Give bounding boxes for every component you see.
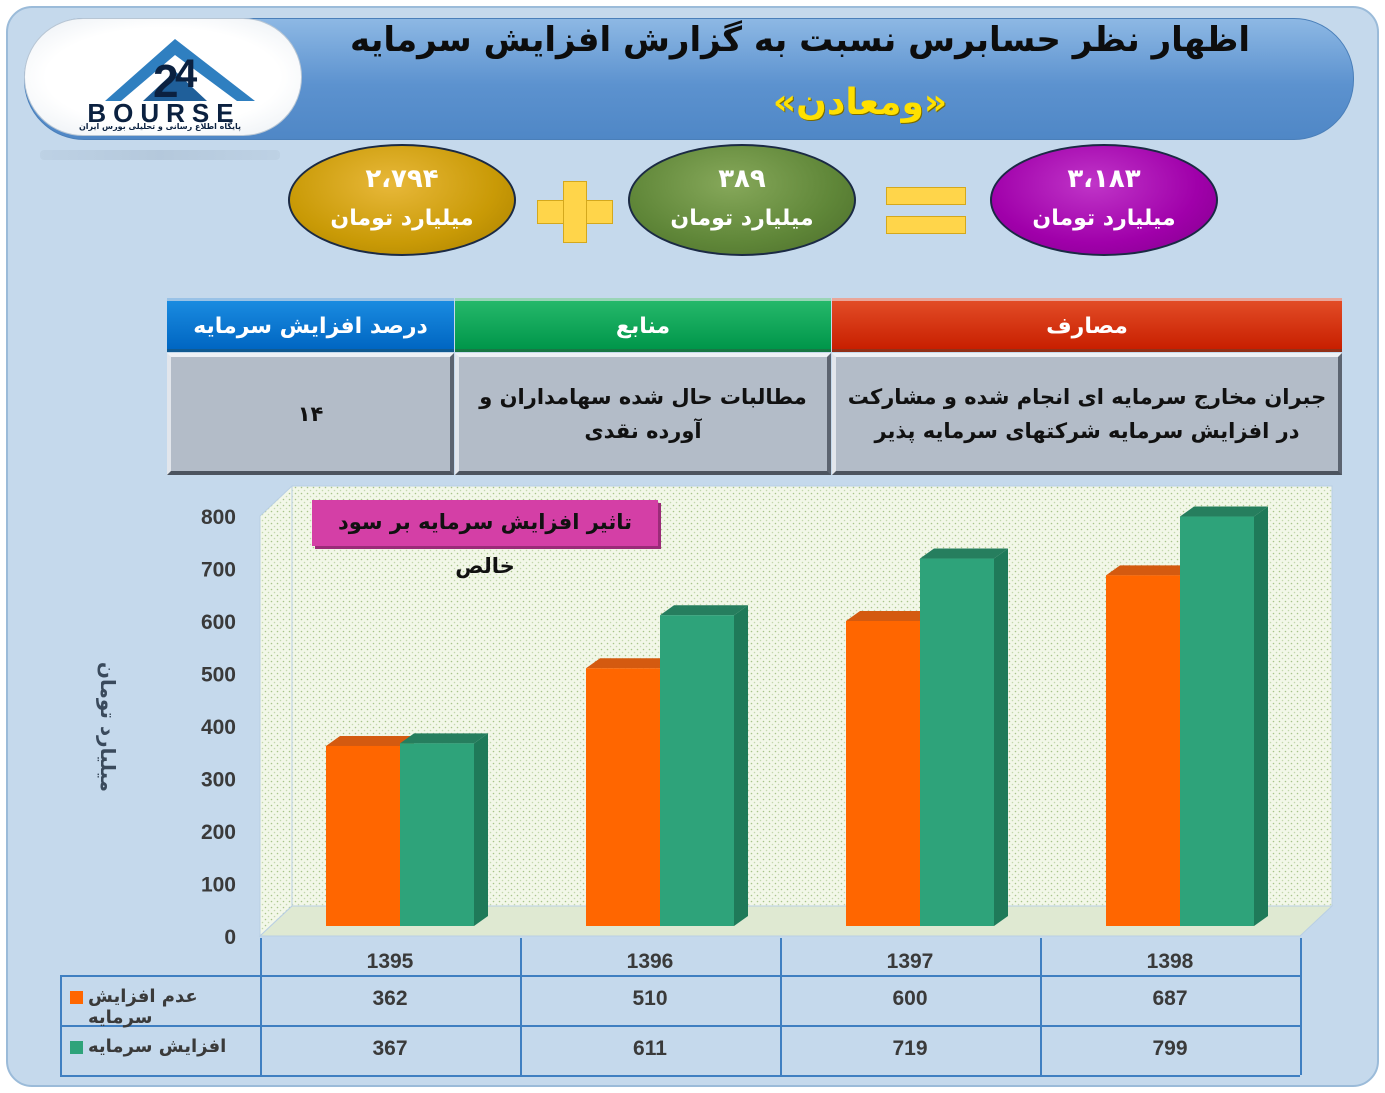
equals-icon-lower	[886, 216, 966, 234]
new-capital-unit: میلیارد تومان	[1032, 206, 1176, 231]
cell-percent: ۱۴	[167, 353, 454, 475]
prior-capital-value: ۲،۷۹۴	[365, 164, 439, 194]
x-tick-label: 1398	[1146, 950, 1194, 973]
ellipse-new-capital: ۳،۱۸۳ میلیارد تومان	[990, 144, 1218, 256]
logo-text: BOURSE	[87, 98, 241, 128]
logo: 2 4	[24, 18, 302, 136]
increase-value: ۳۸۹	[718, 164, 766, 194]
table-grid-line	[780, 938, 782, 1075]
x-tick-label: 1397	[886, 950, 934, 973]
table-value: 687	[1152, 987, 1188, 1010]
table-grid-line	[60, 975, 1300, 977]
svg-text:2: 2	[153, 55, 179, 107]
equals-icon	[886, 187, 966, 205]
table-grid-line	[1040, 938, 1042, 1075]
legend-label: افزایش سرمایه	[88, 1036, 227, 1057]
plus-icon-vertical	[563, 181, 587, 243]
table-grid-line	[60, 1075, 1300, 1077]
table-value: 611	[633, 1037, 667, 1060]
header-sources: منابع	[455, 298, 831, 352]
increase-unit: میلیارد تومان	[670, 206, 814, 231]
ellipse-increase: ۳۸۹ میلیارد تومان	[628, 144, 856, 256]
company-symbol: «ومعادن»	[772, 82, 948, 123]
header-uses: مصارف	[832, 298, 1342, 352]
new-capital-value: ۳،۱۸۳	[1067, 164, 1141, 194]
logo-reflection	[40, 150, 280, 160]
cell-sources: مطالبات حال شده سهامداران و آورده نقدی	[455, 353, 831, 475]
table-value: 362	[372, 987, 408, 1010]
y-axis-label: میلیارد تومان	[96, 661, 120, 793]
ellipse-prior-capital: ۲،۷۹۴ میلیارد تومان	[288, 144, 516, 256]
x-tick-label: 1396	[626, 950, 674, 973]
legend-label: عدم افزایش سرمایه	[88, 986, 198, 1028]
page-title: اظهار نظر حسابرس نسبت به گزارش افزایش سر…	[349, 20, 1251, 60]
cell-uses: جبران مخارج سرمایه ای انجام شده و مشارکت…	[832, 353, 1342, 475]
chart-title: تاثیر افزایش سرمایه بر سود خالص	[312, 500, 658, 578]
x-tick-label: 1395	[366, 950, 414, 973]
logo-subtitle: پایگاه اطلاع رسانی و تحلیلی بورس ایران	[78, 122, 242, 131]
header-percent: درصد افزایش سرمایه	[167, 298, 454, 352]
table-grid-line	[60, 1025, 1300, 1027]
table-value: 367	[372, 1037, 408, 1060]
prior-capital-unit: میلیارد تومان	[330, 206, 474, 231]
table-grid-line	[1300, 938, 1302, 1075]
table-value: 799	[1152, 1037, 1188, 1060]
table-value: 600	[892, 987, 928, 1010]
table-grid-line	[520, 938, 522, 1075]
table-value: 719	[892, 1037, 928, 1060]
table-grid-line	[260, 938, 262, 1075]
svg-text:4: 4	[175, 52, 198, 96]
table-value: 510	[632, 987, 668, 1010]
legend-swatch	[70, 1041, 83, 1054]
legend-swatch	[70, 991, 83, 1004]
logo-mountain-icon: 2 4	[105, 39, 255, 107]
